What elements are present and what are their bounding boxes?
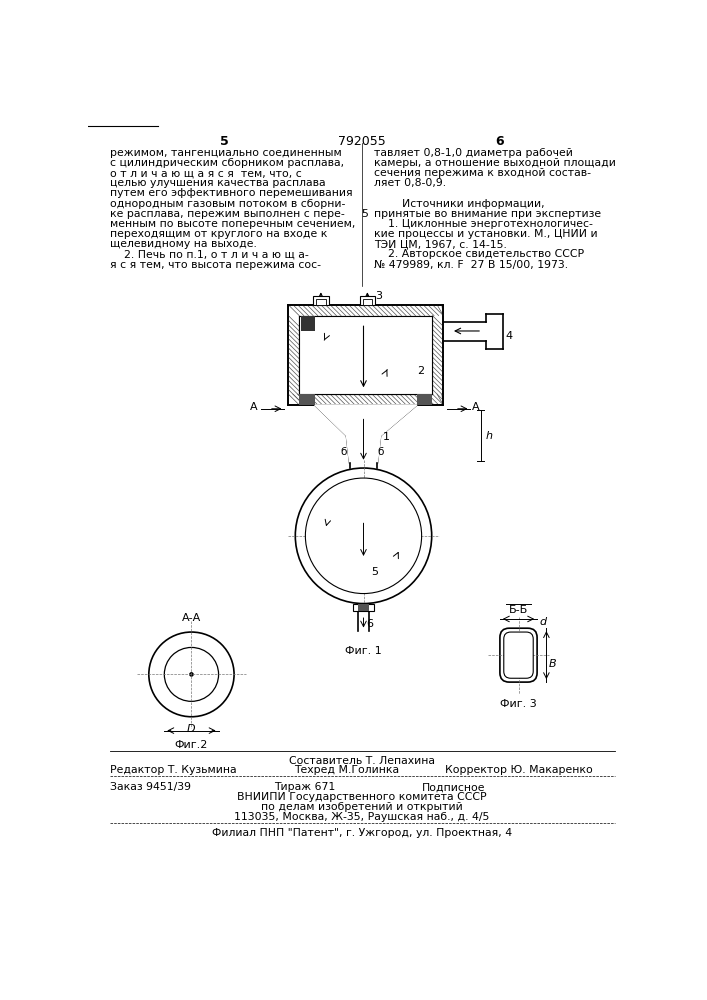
Circle shape [164, 647, 218, 701]
Bar [417, 394, 433, 405]
Bar [363, 299, 372, 305]
Bar [299, 394, 315, 405]
Text: h: h [485, 431, 492, 441]
Text: кие процессы и установки. М., ЦНИИ и: кие процессы и установки. М., ЦНИИ и [373, 229, 597, 239]
Text: 6: 6 [366, 619, 373, 629]
Text: принятые во внимание при экспертизе: принятые во внимание при экспертизе [373, 209, 601, 219]
Text: № 479989, кл. F  27 В 15/00, 1973.: № 479989, кл. F 27 В 15/00, 1973. [373, 260, 568, 270]
Bar [316, 299, 325, 305]
FancyBboxPatch shape [504, 632, 533, 678]
Text: 5: 5 [361, 209, 368, 219]
Bar [300, 316, 315, 331]
Bar [360, 296, 375, 305]
Text: о т л и ч а ю щ а я с я  тем, что, с: о т л и ч а ю щ а я с я тем, что, с [110, 168, 302, 178]
Text: я с я тем, что высота пережима сос-: я с я тем, что высота пережима сос- [110, 260, 321, 270]
Text: 4: 4 [506, 331, 513, 341]
Text: переходящим от круглого на входе к: переходящим от круглого на входе к [110, 229, 327, 239]
Text: б: б [378, 447, 384, 457]
Text: с цилиндрическим сборником расплава,: с цилиндрическим сборником расплава, [110, 158, 344, 168]
Text: целью улучшения качества расплава: целью улучшения качества расплава [110, 178, 326, 188]
Text: тавляет 0,8-1,0 диаметра рабочей: тавляет 0,8-1,0 диаметра рабочей [373, 148, 573, 158]
Text: щелевидному на выходе.: щелевидному на выходе. [110, 239, 257, 249]
Text: 1: 1 [383, 432, 390, 442]
Text: 6: 6 [495, 135, 503, 148]
Circle shape [189, 672, 194, 677]
Text: по делам изобретений и открытий: по делам изобретений и открытий [261, 802, 463, 812]
Text: D: D [187, 724, 196, 734]
Bar [353, 604, 374, 611]
Text: ке расплава, пережим выполнен с пере-: ке расплава, пережим выполнен с пере- [110, 209, 345, 219]
Text: А: А [250, 402, 257, 412]
Text: камеры, а отношение выходной площади: камеры, а отношение выходной площади [373, 158, 616, 168]
Text: Фиг. 3: Фиг. 3 [500, 699, 537, 709]
Text: 5: 5 [371, 567, 378, 577]
Text: Заказ 9451/39: Заказ 9451/39 [110, 782, 191, 792]
Text: Источники информации,: Источники информации, [373, 199, 544, 209]
Circle shape [296, 468, 432, 604]
FancyBboxPatch shape [500, 628, 537, 682]
Text: 1. Циклонные энерготехнологичес-: 1. Циклонные энерготехнологичес- [373, 219, 592, 229]
Polygon shape [315, 405, 417, 463]
Text: А: А [472, 402, 479, 412]
Text: 3: 3 [375, 291, 382, 301]
Text: Корректор Ю. Макаренко: Корректор Ю. Макаренко [445, 765, 592, 775]
Text: б: б [340, 447, 346, 457]
Text: 5: 5 [221, 135, 229, 148]
Text: 113035, Москва, Ж-35, Раушская наб., д. 4/5: 113035, Москва, Ж-35, Раушская наб., д. … [234, 812, 490, 822]
Text: 2. Авторское свидетельство СССР: 2. Авторское свидетельство СССР [373, 249, 584, 259]
Text: ляет 0,8-0,9.: ляет 0,8-0,9. [373, 178, 445, 188]
Text: Составитель Т. Лепахина: Составитель Т. Лепахина [289, 756, 435, 766]
Text: ВНИИПИ Государственного комитета СССР: ВНИИПИ Государственного комитета СССР [237, 792, 486, 802]
Bar [313, 296, 329, 305]
Text: Фиг. 1: Фиг. 1 [345, 646, 382, 656]
Text: 2. Печь по п.1, о т л и ч а ю щ а-: 2. Печь по п.1, о т л и ч а ю щ а- [110, 249, 309, 259]
Bar [288, 305, 443, 405]
Text: Подписное: Подписное [421, 782, 485, 792]
Text: B: B [549, 659, 556, 669]
Bar [299, 316, 433, 394]
Text: сечения пережима к входной состав-: сечения пережима к входной состав- [373, 168, 590, 178]
Text: 792055: 792055 [338, 135, 386, 148]
Circle shape [305, 478, 421, 594]
Text: путем его эффективного перемешивания: путем его эффективного перемешивания [110, 188, 353, 198]
Text: режимом, тангенциально соединенным: режимом, тангенциально соединенным [110, 148, 341, 158]
Text: Тираж 671: Тираж 671 [274, 782, 336, 792]
Text: ТЭИ ЦМ, 1967, с. 14-15.: ТЭИ ЦМ, 1967, с. 14-15. [373, 239, 506, 249]
Circle shape [149, 632, 234, 717]
Text: Б-Б: Б-Б [509, 605, 528, 615]
Text: Фиг.2: Фиг.2 [175, 740, 208, 750]
Text: однородным газовым потоком в сборни-: однородным газовым потоком в сборни- [110, 199, 346, 209]
Text: Техред М.Голинка: Техред М.Голинка [293, 765, 399, 775]
Text: d: d [539, 617, 547, 627]
Text: Редактор Т. Кузьмина: Редактор Т. Кузьмина [110, 765, 237, 775]
Text: Филиал ПНП "Патент", г. Ужгород, ул. Проектная, 4: Филиал ПНП "Патент", г. Ужгород, ул. Про… [212, 828, 512, 838]
Text: А-А: А-А [182, 613, 201, 623]
Text: 2: 2 [417, 366, 424, 376]
Text: менным по высоте поперечным сечением,: менным по высоте поперечным сечением, [110, 219, 356, 229]
Bar [358, 604, 369, 611]
